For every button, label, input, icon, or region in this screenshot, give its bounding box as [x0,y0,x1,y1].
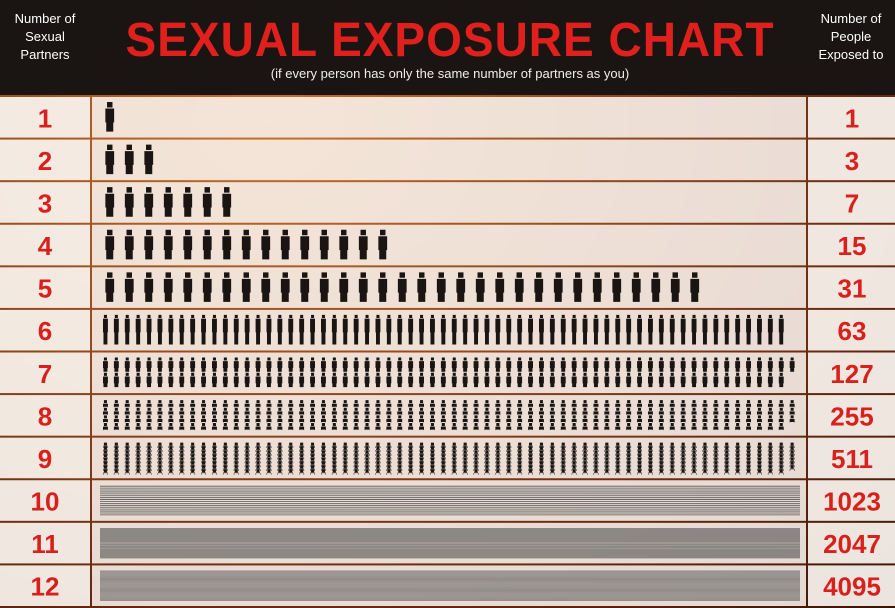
partners: 2 [38,146,52,176]
row-middle [92,438,806,479]
exposed: 511 [831,444,873,474]
row-middle [92,140,806,181]
row-middle [92,353,806,394]
exposed: 255 [830,401,873,431]
pictogram [105,230,387,260]
page: Number of Sexual Partners SEXUAL EXPOSUR… [0,0,895,608]
exposed: 127 [830,359,873,389]
partners: 1 [38,103,52,133]
exposed: 3 [845,146,859,176]
partners: 4 [38,231,53,261]
partners: 7 [38,359,52,389]
exposed: 1023 [823,487,881,517]
row-middle [92,523,806,564]
exposed: 4095 [823,572,881,602]
partners: 12 [31,572,60,602]
partners: 8 [38,401,52,431]
row-middle [92,225,806,266]
row-middle [92,182,806,223]
row-middle [92,395,806,436]
row-middle [92,97,806,138]
partners: 11 [31,529,59,559]
partners: 10 [31,487,60,517]
exposed: 15 [838,231,867,261]
exposed: 63 [838,316,867,346]
pictogram [103,315,784,345]
partners: 3 [38,188,52,218]
exposed: 31 [838,274,867,304]
partners: 9 [38,444,52,474]
exposed: 7 [845,188,859,218]
partners: 6 [38,316,52,346]
exposed: 2047 [823,529,881,559]
exposed: 1 [845,103,859,133]
partners: 5 [38,274,52,304]
table: 1123374155316637127825595111010231120471… [0,0,895,608]
row-middle [92,310,806,351]
